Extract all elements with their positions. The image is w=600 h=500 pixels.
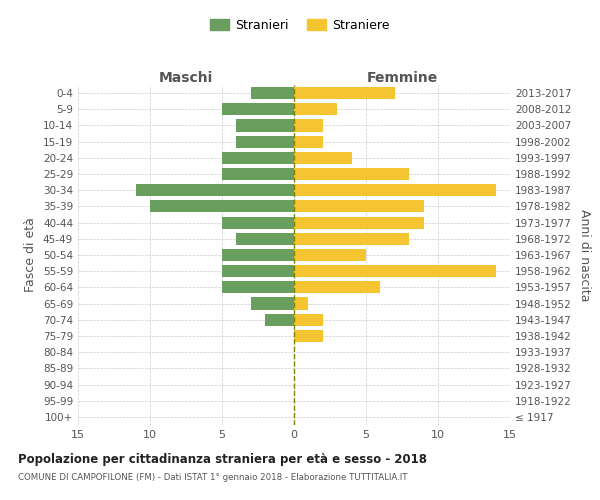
Bar [294,265,496,278]
Legend: Stranieri, Straniere: Stranieri, Straniere [205,14,395,37]
Text: Popolazione per cittadinanza straniera per età e sesso - 2018: Popolazione per cittadinanza straniera p… [18,452,427,466]
Bar [294,168,409,180]
Bar [251,298,294,310]
Bar [294,216,424,228]
Bar [294,249,366,261]
Bar [251,87,294,99]
Bar [294,200,424,212]
Bar [222,152,294,164]
Bar [294,184,496,196]
Text: Maschi: Maschi [159,71,213,85]
Bar [136,184,294,196]
Bar [294,103,337,116]
Bar [222,249,294,261]
Bar [294,152,352,164]
Bar [294,120,323,132]
Bar [222,265,294,278]
Bar [222,168,294,180]
Y-axis label: Fasce di età: Fasce di età [25,218,37,292]
Bar [294,298,308,310]
Bar [294,232,409,245]
Y-axis label: Anni di nascita: Anni di nascita [578,208,591,301]
Bar [222,282,294,294]
Bar [222,216,294,228]
Bar [222,103,294,116]
Bar [236,232,294,245]
Bar [265,314,294,326]
Bar [294,136,323,147]
Bar [236,120,294,132]
Bar [294,314,323,326]
Bar [236,136,294,147]
Bar [294,87,395,99]
Bar [294,282,380,294]
Text: Femmine: Femmine [367,71,437,85]
Bar [294,330,323,342]
Bar [150,200,294,212]
Text: COMUNE DI CAMPOFILONE (FM) - Dati ISTAT 1° gennaio 2018 - Elaborazione TUTTITALI: COMUNE DI CAMPOFILONE (FM) - Dati ISTAT … [18,472,407,482]
